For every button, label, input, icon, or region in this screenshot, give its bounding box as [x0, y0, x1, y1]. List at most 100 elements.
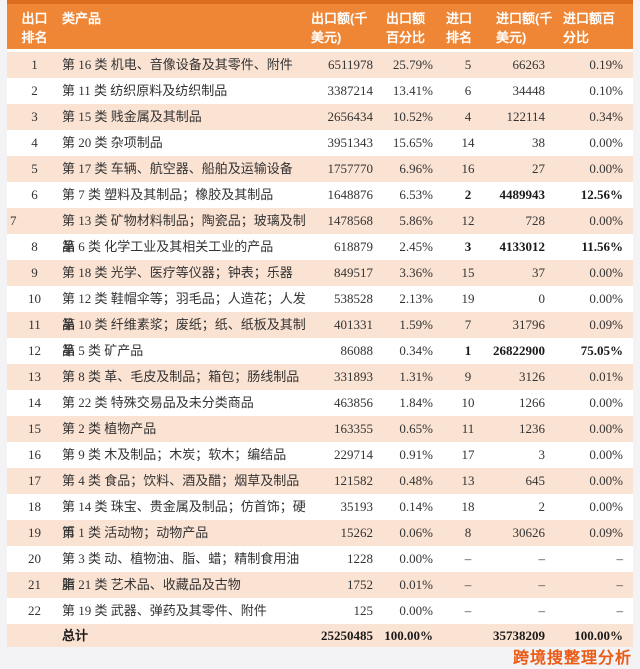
export-percent-cell: 0.00%: [399, 603, 433, 618]
table-row: 15 第 2 类 植物产品 163355 0.65% 11 1236 0.00%: [7, 416, 633, 442]
import-percent-cell: 12.56%: [580, 187, 623, 202]
table-row: 20 第 3 类 动、植物油、脂、蜡；精制食用油脂 1228 0.00% – –…: [7, 546, 633, 592]
category-cell: 第 15 类 贱金属及其制品: [62, 109, 202, 124]
export-rank-cell: 22: [28, 603, 41, 618]
export-rank-cell: 2: [31, 83, 38, 98]
table-row: 5 第 17 类 车辆、航空器、船舶及运输设备 1757770 6.96% 16…: [7, 156, 633, 182]
import-percent-cell: 0.01%: [589, 369, 623, 384]
export-percent-cell: 0.14%: [399, 499, 433, 514]
import-rank-cell: 17: [461, 447, 475, 462]
export-amount-cell: 538528: [334, 291, 373, 306]
import-amount-cell: 1236: [519, 421, 545, 436]
export-percent-cell: 15.65%: [392, 135, 433, 150]
header-line: 进口额百: [563, 11, 616, 26]
category-cell: 第 10 类 纤维素浆；废纸；纸、纸板及其制品: [62, 317, 306, 358]
header-line: 进口额(千: [496, 11, 553, 26]
category-cell: 第 12 类 鞋帽伞等；羽毛品；人造花；人发品: [62, 291, 306, 332]
import-amount-cell: 3126: [519, 369, 545, 384]
category-cell: 第 20 类 杂项制品: [62, 135, 163, 150]
import-percent-cell: 0.00%: [589, 213, 623, 228]
export-percent-cell: 6.53%: [399, 187, 433, 202]
export-amount-cell: 401331: [334, 317, 373, 332]
export-percent-cell: 0.48%: [399, 473, 433, 488]
export-amount-cell: 6511978: [327, 57, 373, 72]
export-rank-cell: 13: [28, 369, 41, 384]
import-percent-cell: 0.34%: [589, 109, 623, 124]
export-percent-cell: 0.00%: [399, 551, 433, 566]
category-cell: 第 5 类 矿产品: [62, 343, 144, 358]
import-rank-cell: 4: [464, 109, 472, 124]
import-amount-cell: 66263: [512, 57, 546, 72]
category-cell: 第 22 类 特殊交易品及未分类商品: [62, 395, 254, 410]
export-percent-cell: 5.86%: [399, 213, 433, 228]
trade-category-table: 出口 排名 类产品 出口额(千 美元) 出口额 百分比 进口 排名 进口额(千 …: [7, 0, 633, 647]
column-header-import-percent: 进口额百 分比: [560, 4, 633, 49]
total-label: 总计: [62, 628, 89, 643]
export-percent-cell: 3.36%: [399, 265, 433, 280]
export-amount-cell: 1228: [347, 551, 373, 566]
column-header-export-amount: 出口额(千 美元): [307, 4, 382, 49]
table-row: 3 第 15 类 贱金属及其制品 2656434 10.52% 4 122114…: [7, 104, 633, 130]
import-amount-cell: 122114: [506, 109, 545, 124]
table-row: 21 第 21 类 艺术品、收藏品及古物 1752 0.01% – – –: [7, 572, 633, 598]
import-rank-cell: 16: [461, 161, 475, 176]
category-cell: 第 16 类 机电、音像设备及其零件、附件: [62, 57, 293, 72]
header-line: 类产品: [62, 11, 102, 26]
import-rank-cell: 3: [464, 239, 472, 254]
export-amount-cell: 3387214: [327, 83, 374, 98]
table-row: 12 第 5 类 矿产品 86088 0.34% 1 26822900 75.0…: [7, 338, 633, 364]
import-percent-cell: 0.10%: [589, 83, 623, 98]
import-percent-cell: 0.00%: [589, 395, 623, 410]
export-amount-cell: 1752: [347, 577, 373, 592]
import-amount-cell: 38: [532, 135, 545, 150]
export-rank-cell: 9: [31, 265, 38, 280]
table-row: 22 第 19 类 武器、弹药及其零件、附件 125 0.00% – – –: [7, 598, 633, 624]
export-percent-cell: 25.79%: [392, 57, 433, 72]
import-amount-cell: 34448: [512, 83, 546, 98]
header-line: 出口额: [386, 11, 426, 26]
total-import-percent: 100.00%: [574, 628, 623, 643]
column-header-import-rank: 进口 排名: [444, 4, 492, 49]
import-percent-cell: –: [616, 551, 624, 566]
export-rank-cell: 5: [31, 161, 38, 176]
total-export-amount: 25250485: [321, 628, 373, 643]
category-cell: 第 17 类 车辆、航空器、船舶及运输设备: [62, 161, 293, 176]
export-amount-cell: 86088: [340, 343, 374, 358]
category-cell: 第 14 类 珠宝、贵金属及制品；仿首饰；硬币: [62, 499, 306, 540]
import-percent-cell: 11.56%: [581, 239, 623, 254]
import-rank-cell: –: [464, 551, 472, 566]
import-amount-cell: –: [538, 603, 546, 618]
table-row: 13 第 8 类 革、毛皮及制品；箱包；肠线制品 331893 1.31% 9 …: [7, 364, 633, 390]
export-rank-cell: 7: [10, 213, 17, 228]
header-line: 美元): [311, 30, 342, 45]
category-cell: 第 11 类 纺织原料及纺织制品: [62, 83, 228, 98]
table-body: 1 第 16 类 机电、音像设备及其零件、附件 6511978 25.79% 5…: [7, 52, 633, 624]
import-amount-cell: 1266: [519, 395, 545, 410]
column-header-category: 类产品: [62, 4, 307, 49]
export-rank-cell: 3: [31, 109, 38, 124]
table-row: 19 第 1 类 活动物；动物产品 15262 0.06% 8 30626 0.…: [7, 520, 633, 546]
import-rank-cell: 10: [461, 395, 475, 410]
header-line: 分比: [563, 30, 590, 45]
column-header-import-amount: 进口额(千 美元): [492, 4, 560, 49]
category-cell: 第 9 类 木及制品；木炭；软木；编结品: [62, 447, 287, 462]
export-amount-cell: 849517: [334, 265, 373, 280]
export-percent-cell: 0.06%: [399, 525, 433, 540]
export-amount-cell: 1757770: [327, 161, 374, 176]
import-percent-cell: 0.00%: [589, 291, 623, 306]
import-percent-cell: –: [616, 577, 624, 592]
import-percent-cell: 0.00%: [589, 161, 623, 176]
import-percent-cell: 0.09%: [589, 317, 623, 332]
import-amount-cell: 645: [525, 473, 546, 488]
export-amount-cell: 1478568: [327, 213, 374, 228]
header-line: 出口: [21, 11, 48, 26]
category-cell: 第 18 类 光学、医疗等仪器；钟表；乐器: [62, 265, 293, 280]
import-rank-cell: 9: [464, 369, 472, 384]
import-amount-cell: 3: [538, 447, 546, 462]
export-amount-cell: 1648876: [327, 187, 374, 202]
import-percent-cell: 0.00%: [589, 447, 623, 462]
table-row: 1 第 16 类 机电、音像设备及其零件、附件 6511978 25.79% 5…: [7, 52, 633, 78]
export-rank-cell: 20: [28, 551, 41, 566]
header-line: 排名: [446, 30, 473, 45]
table-total-row: 总计 25250485 100.00% 35738209 100.00%: [7, 624, 633, 647]
